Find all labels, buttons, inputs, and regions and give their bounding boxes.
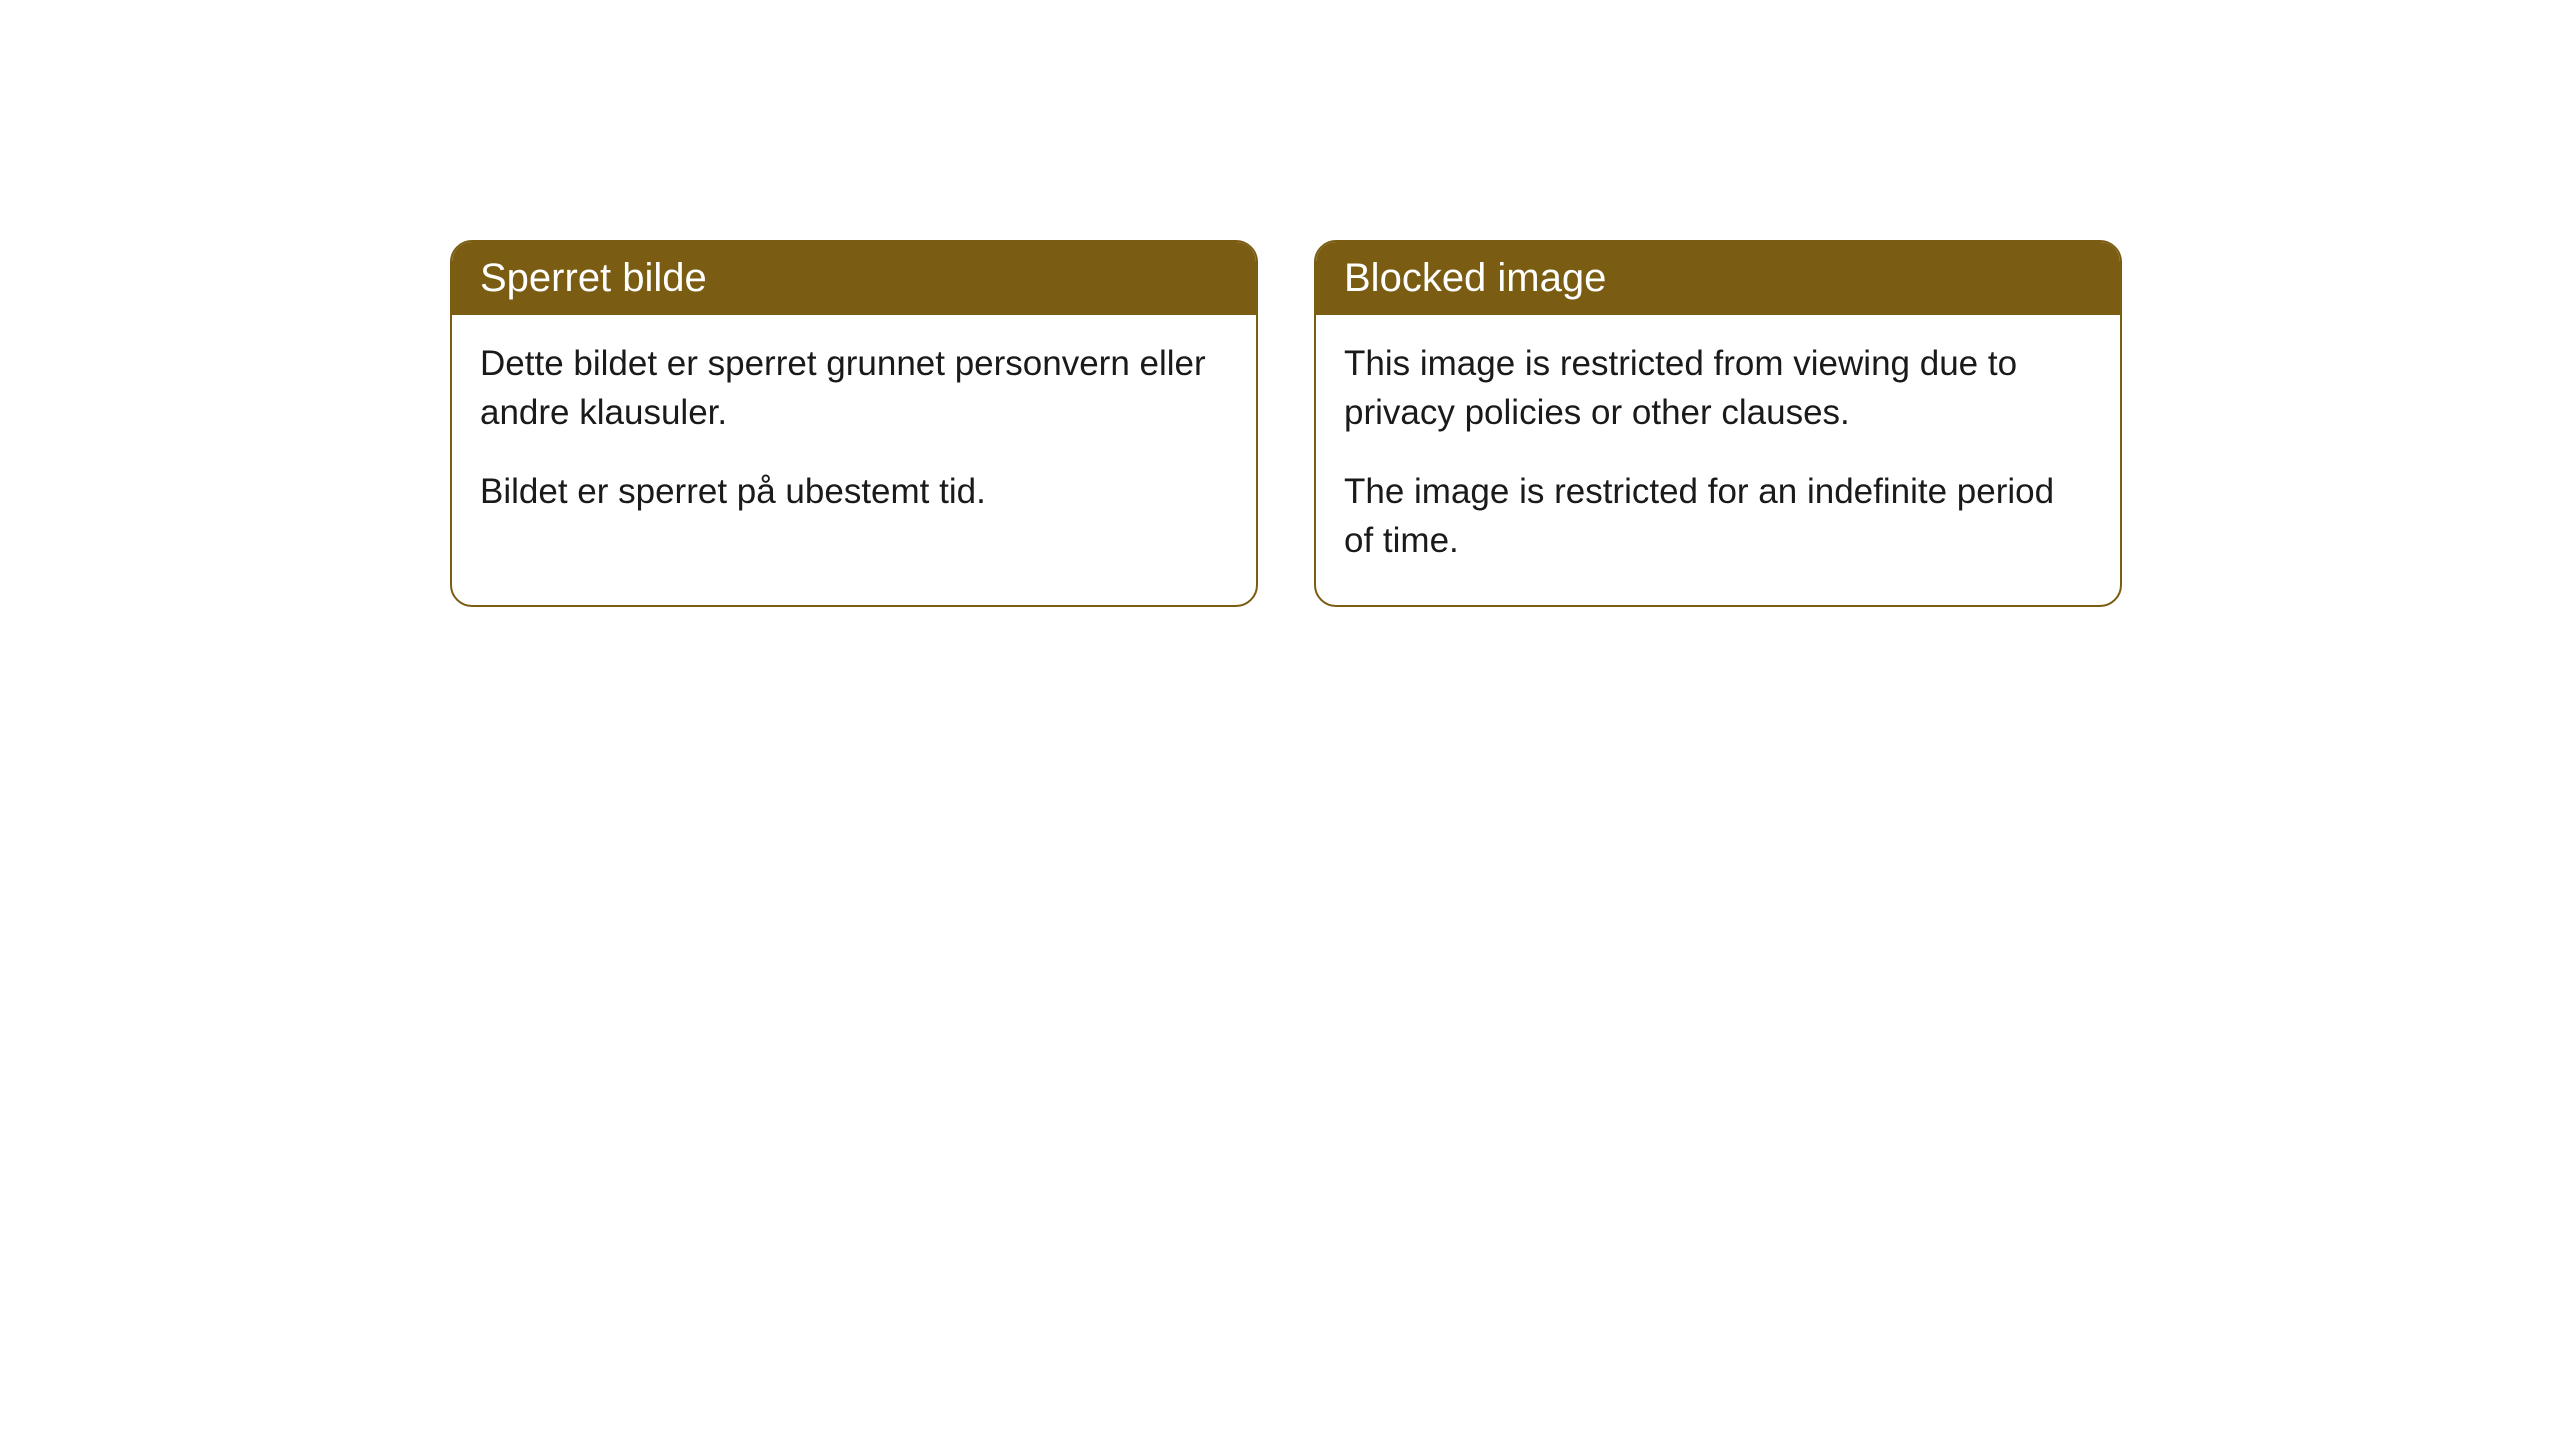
- card-header: Sperret bilde: [452, 242, 1256, 315]
- notice-paragraph-2: The image is restricted for an indefinit…: [1344, 467, 2092, 565]
- notice-paragraph-2: Bildet er sperret på ubestemt tid.: [480, 467, 1228, 516]
- notice-paragraph-1: This image is restricted from viewing du…: [1344, 339, 2092, 437]
- blocked-image-card-english: Blocked image This image is restricted f…: [1314, 240, 2122, 607]
- card-header: Blocked image: [1316, 242, 2120, 315]
- notice-paragraph-1: Dette bildet er sperret grunnet personve…: [480, 339, 1228, 437]
- card-title: Sperret bilde: [480, 256, 707, 300]
- blocked-image-card-norwegian: Sperret bilde Dette bildet er sperret gr…: [450, 240, 1258, 607]
- card-title: Blocked image: [1344, 256, 1606, 300]
- notice-cards-container: Sperret bilde Dette bildet er sperret gr…: [0, 0, 2560, 607]
- card-body: This image is restricted from viewing du…: [1316, 315, 2120, 605]
- card-body: Dette bildet er sperret grunnet personve…: [452, 315, 1256, 556]
